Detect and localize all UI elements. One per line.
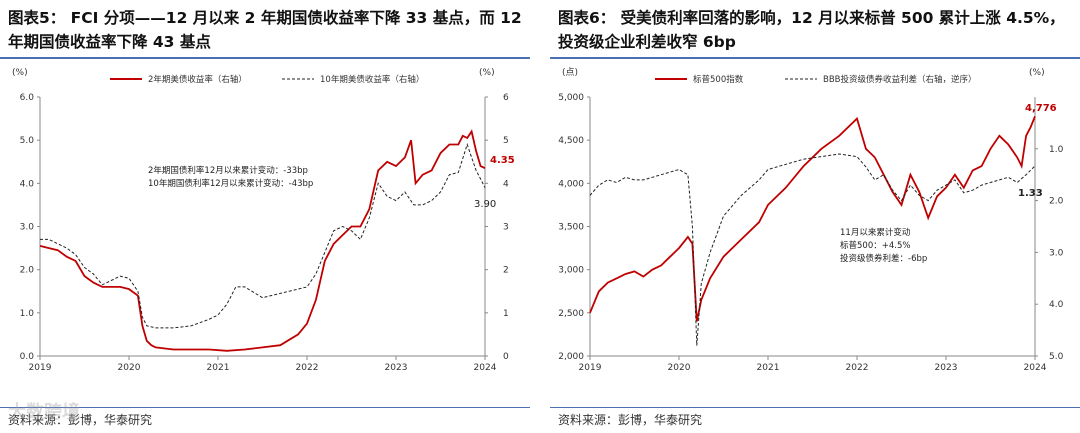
y-right-tick-label: 0 [503, 352, 509, 362]
x-tick-label: 2024 [1024, 363, 1047, 373]
legend-label-1: BBB投资级债券收益利差（右轴，逆序） [823, 74, 977, 85]
x-tick-label: 2024 [474, 363, 497, 373]
y-left-tick-label: 0.0 [20, 352, 35, 362]
figure-5-title: 图表5： FCI 分项——12 月以来 2 年期国债收益率下降 33 基点，而 … [8, 9, 522, 51]
annotation-line: 11月以来累计变动 [840, 227, 911, 238]
y-left-tick-label: 2,500 [558, 309, 584, 319]
y-right-tick-label: 4.0 [1049, 300, 1064, 310]
y-left-tick-label: 3,000 [558, 266, 584, 276]
x-tick-label: 2019 [579, 363, 602, 373]
y-left-tick-label: 5,000 [558, 93, 584, 103]
y-left-tick-label: 4,500 [558, 136, 584, 146]
y-right-tick-label: 1 [503, 309, 509, 319]
figure-5-source-rule [0, 407, 530, 408]
y-left-tick-label: 4,000 [558, 179, 584, 189]
x-tick-label: 2022 [296, 363, 319, 373]
unit-right-label: (%) [479, 68, 495, 78]
x-tick-label: 2019 [29, 363, 52, 373]
x-tick-label: 2022 [846, 363, 869, 373]
unit-left-label: (点) [562, 67, 578, 78]
y-left-tick-label: 6.0 [20, 93, 35, 103]
figure-6-source-rule [550, 407, 1080, 408]
figure-6-title: 图表6： 受美债利率回落的影响，12 月以来标普 500 累计上涨 4.5%，投… [558, 9, 1065, 51]
y-right-tick-label: 3 [503, 223, 509, 233]
end-label-red: 4.35 [490, 155, 515, 166]
x-tick-label: 2023 [385, 363, 408, 373]
end-label-black: 1.33 [1018, 188, 1043, 199]
y-right-tick-label: 5 [503, 136, 509, 146]
annotation-line: 10年期国债利率12月以来累计变动：-43bp [148, 178, 313, 189]
annotation-line: 投资级债券利差：-6bp [840, 253, 927, 264]
series-line-0 [39, 129, 486, 352]
figure-6-chart: (点) (%) 2,000 2,500 3,000 3,500 4,000 4,500 5,00… [558, 67, 1064, 373]
series-line-1 [40, 142, 486, 329]
figure-6: 图表6： 受美债利率回落的影响，12 月以来标普 500 累计上涨 4.5%，投… [550, 0, 1080, 433]
series-line-1 [589, 153, 1036, 346]
legend-label-1: 10年期美债收益率（右轴） [320, 74, 424, 85]
annotation-line: 标普500：+4.5% [840, 240, 910, 251]
figure-5-frame: (%) (%) 0.0 1.0 2.0 3.0 4.0 5.0 6.0 0 1 2 3 4 5 6 2019 20… [0, 57, 530, 409]
y-right-tick-label: 4 [503, 179, 509, 189]
y-left-tick-label: 3,500 [558, 223, 584, 233]
series-line-0 [589, 115, 1036, 322]
x-tick-label: 2023 [935, 363, 958, 373]
annotation-line: 2年期国债利率12月以来累计变动：-33bp [148, 165, 308, 176]
figure-6-frame: (点) (%) 2,000 2,500 3,000 3,500 4,000 4,500 5,00… [550, 57, 1080, 409]
end-label-black: 3.90 [474, 199, 496, 210]
y-left-tick-label: 5.0 [20, 136, 35, 146]
x-tick-label: 2020 [668, 363, 691, 373]
x-tick-label: 2021 [757, 363, 780, 373]
y-right-tick-label: 1.0 [1049, 145, 1064, 155]
end-label-red: 4,776 [1025, 103, 1057, 114]
figure-5: 图表5： FCI 分项——12 月以来 2 年期国债收益率下降 33 基点，而 … [0, 0, 530, 433]
figure-5-chart: (%) (%) 0.0 1.0 2.0 3.0 4.0 5.0 6.0 0 1 2 3 4 5 6 2019 20… [12, 68, 515, 373]
legend-label-0: 2年期美债收益率（右轴） [148, 74, 247, 85]
y-right-tick-label: 2.0 [1049, 197, 1064, 207]
y-right-tick-label: 6 [503, 93, 509, 103]
y-right-tick-label: 2 [503, 266, 509, 276]
unit-right-label: (%) [1029, 68, 1045, 78]
x-tick-label: 2021 [207, 363, 230, 373]
y-left-tick-label: 2.0 [20, 266, 35, 276]
y-left-tick-label: 1.0 [20, 309, 35, 319]
y-left-tick-label: 2,000 [558, 352, 584, 362]
x-tick-label: 2020 [118, 363, 141, 373]
figure-5-source: 资料来源：彭博，华泰研究 [8, 413, 153, 427]
watermark: 大数跨境 [8, 402, 80, 423]
figure-6-source: 资料来源：彭博，华泰研究 [558, 413, 703, 427]
y-right-tick-label: 3.0 [1049, 248, 1064, 258]
legend-label-0: 标普500指数 [693, 74, 744, 85]
y-left-tick-label: 3.0 [20, 223, 35, 233]
y-right-tick-label: 5.0 [1049, 352, 1064, 362]
unit-left-label: (%) [12, 68, 28, 78]
y-left-tick-label: 4.0 [20, 179, 35, 189]
